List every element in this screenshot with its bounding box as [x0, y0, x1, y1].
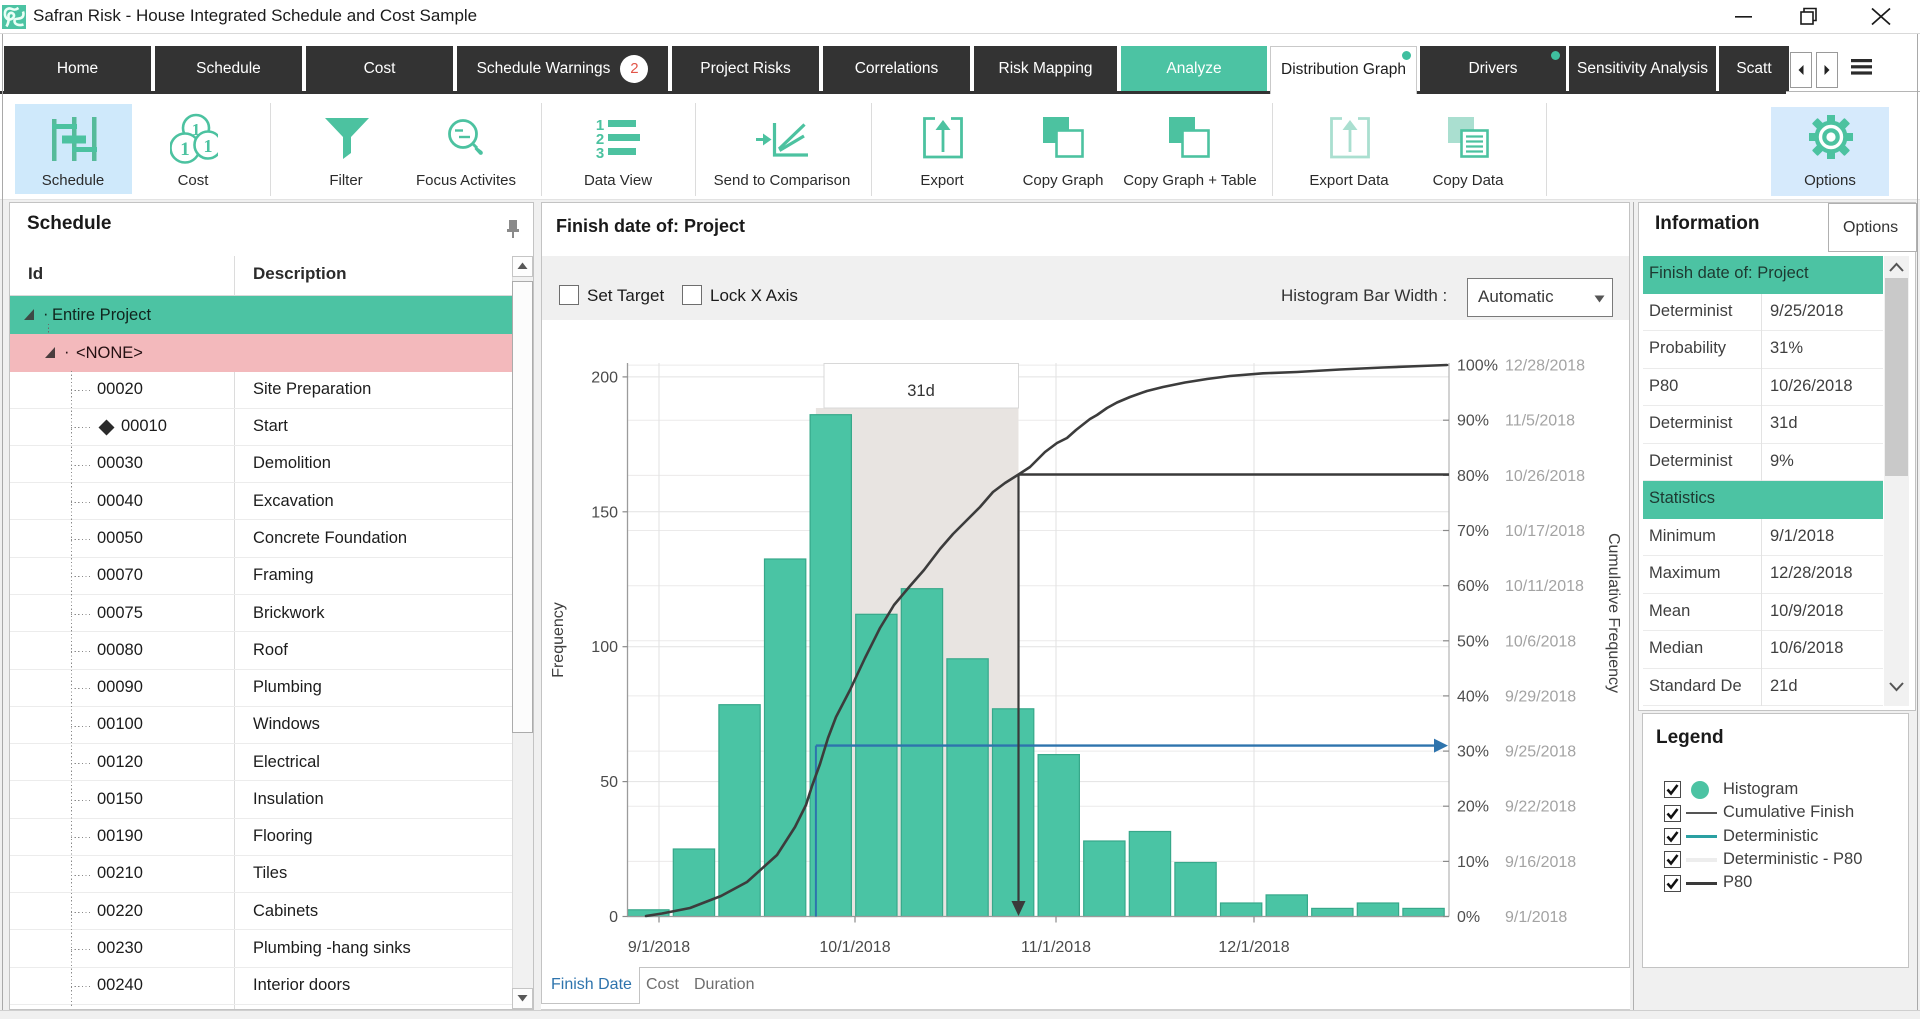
svg-text:1: 1	[192, 120, 201, 139]
svg-text:10/26/2018: 10/26/2018	[1505, 468, 1585, 485]
svg-text:11/1/2018: 11/1/2018	[1021, 939, 1091, 956]
svg-text:10/17/2018: 10/17/2018	[1505, 523, 1585, 540]
svg-text:11/5/2018: 11/5/2018	[1505, 413, 1575, 430]
svg-text:50: 50	[600, 774, 618, 791]
svg-text:80%: 80%	[1457, 468, 1489, 485]
svg-text:60%: 60%	[1457, 578, 1489, 595]
svg-text:30%: 30%	[1457, 744, 1489, 761]
svg-text:3: 3	[596, 145, 604, 160]
svg-text:9/16/2018: 9/16/2018	[1505, 854, 1576, 871]
svg-text:20%: 20%	[1457, 799, 1489, 816]
svg-text:150: 150	[591, 504, 618, 521]
svg-text:2: 2	[596, 131, 604, 148]
svg-text:0%: 0%	[1457, 909, 1480, 926]
svg-text:70%: 70%	[1457, 523, 1489, 540]
svg-text:50%: 50%	[1457, 633, 1489, 650]
svg-text:100%: 100%	[1457, 358, 1498, 375]
svg-text:9/22/2018: 9/22/2018	[1505, 799, 1576, 816]
svg-text:10/11/2018: 10/11/2018	[1505, 578, 1584, 595]
svg-text:31d: 31d	[907, 382, 935, 400]
svg-text:9/1/2018: 9/1/2018	[1505, 909, 1567, 926]
svg-text:200: 200	[591, 369, 618, 386]
svg-text:0: 0	[609, 909, 618, 926]
svg-text:10/1/2018: 10/1/2018	[819, 939, 890, 956]
svg-text:10/6/2018: 10/6/2018	[1505, 633, 1576, 650]
svg-text:Frequency: Frequency	[550, 602, 567, 678]
svg-text:9/1/2018: 9/1/2018	[628, 939, 690, 956]
svg-text:9/25/2018: 9/25/2018	[1505, 744, 1576, 761]
svg-text:90%: 90%	[1457, 413, 1489, 430]
svg-text:100: 100	[591, 639, 618, 656]
svg-text:1: 1	[180, 139, 190, 160]
svg-text:10%: 10%	[1457, 854, 1489, 871]
svg-text:40%: 40%	[1457, 688, 1489, 705]
svg-text:12/1/2018: 12/1/2018	[1218, 939, 1289, 956]
svg-text:1: 1	[204, 136, 213, 156]
svg-text:9/29/2018: 9/29/2018	[1505, 688, 1576, 705]
svg-text:Cumulative Frequency: Cumulative Frequency	[1605, 533, 1622, 693]
svg-text:1: 1	[596, 118, 604, 134]
svg-text:12/28/2018: 12/28/2018	[1505, 358, 1585, 375]
